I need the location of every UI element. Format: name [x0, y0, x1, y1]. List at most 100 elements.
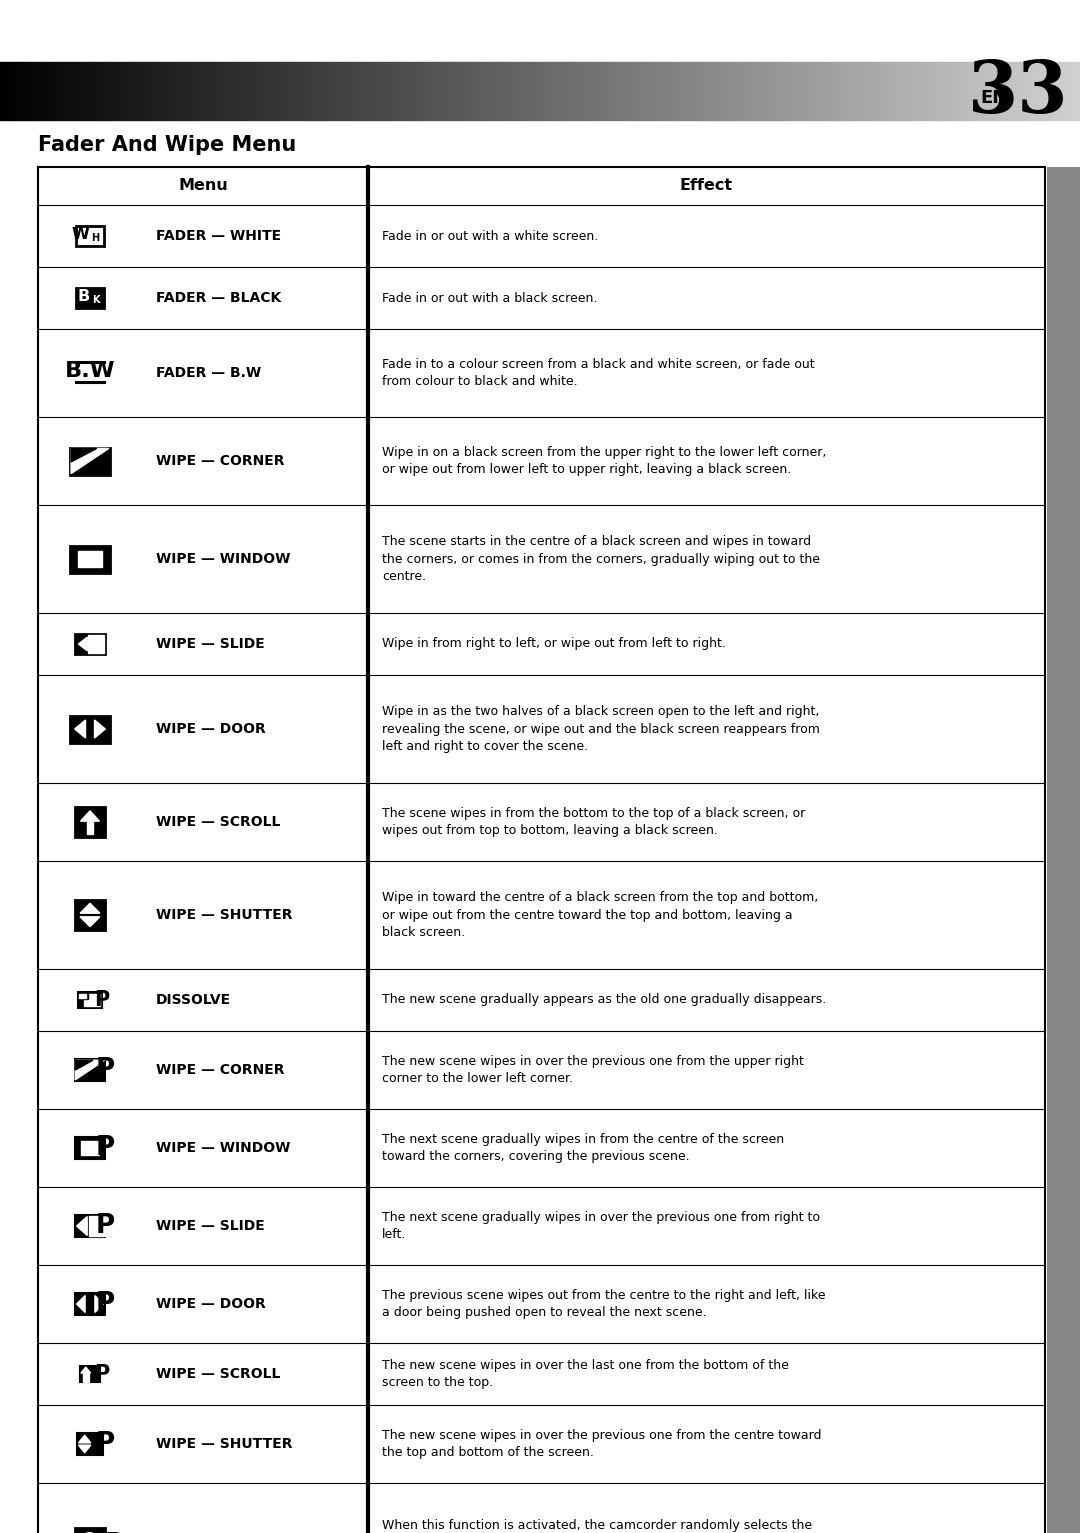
Bar — [529, 61, 531, 120]
Bar — [289, 61, 292, 120]
Bar — [754, 61, 756, 120]
Bar — [1047, 167, 1080, 1533]
Bar — [423, 61, 427, 120]
Bar — [84, 61, 86, 120]
Bar — [855, 61, 859, 120]
Bar — [121, 61, 124, 120]
Bar — [1058, 61, 1061, 120]
Bar — [986, 61, 988, 120]
Bar — [570, 61, 572, 120]
Bar — [313, 61, 315, 120]
Bar — [1010, 61, 1013, 120]
Bar — [929, 61, 931, 120]
Bar — [702, 61, 705, 120]
Bar — [164, 61, 167, 120]
Bar — [788, 61, 791, 120]
Text: Fade in or out with a white screen.: Fade in or out with a white screen. — [382, 230, 598, 242]
Polygon shape — [79, 638, 87, 652]
Bar — [899, 61, 902, 120]
Text: 33: 33 — [968, 57, 1068, 127]
Bar — [106, 61, 108, 120]
Bar — [937, 61, 940, 120]
Bar — [522, 61, 524, 120]
Bar — [76, 808, 105, 837]
Bar — [402, 61, 405, 120]
Text: WIPE — DOOR: WIPE — DOOR — [156, 722, 266, 736]
Bar — [1021, 61, 1024, 120]
Bar — [1037, 61, 1039, 120]
Text: B: B — [77, 290, 90, 305]
Bar — [621, 61, 624, 120]
Bar — [87, 635, 105, 653]
Bar — [518, 61, 522, 120]
Text: The new scene wipes in over the last one from the bottom of the
screen to the to: The new scene wipes in over the last one… — [382, 1358, 788, 1389]
Bar — [146, 61, 149, 120]
Bar — [540, 61, 543, 120]
Bar — [270, 61, 272, 120]
Bar — [877, 61, 880, 120]
Bar — [200, 61, 203, 120]
Bar — [348, 61, 351, 120]
Bar — [387, 61, 389, 120]
Bar — [119, 61, 121, 120]
Bar — [73, 61, 76, 120]
Bar — [664, 61, 667, 120]
Bar — [1045, 61, 1048, 120]
Bar — [432, 61, 434, 120]
Bar — [819, 61, 821, 120]
Bar — [886, 61, 888, 120]
Bar — [57, 61, 59, 120]
Bar — [243, 61, 246, 120]
Bar — [65, 61, 67, 120]
Bar — [859, 61, 862, 120]
Text: FADER — BLACK: FADER — BLACK — [156, 291, 281, 305]
Text: Menu: Menu — [178, 178, 228, 193]
Bar — [659, 61, 661, 120]
Bar — [151, 61, 154, 120]
Bar — [531, 61, 535, 120]
Bar — [769, 61, 772, 120]
Bar — [43, 61, 45, 120]
Text: WIPE — SHUTTER: WIPE — SHUTTER — [156, 908, 293, 921]
Text: The new scene wipes in over the previous one from the upper right
corner to the : The new scene wipes in over the previous… — [382, 1055, 804, 1085]
Text: Wipe in as the two halves of a black screen open to the left and right,
revealin: Wipe in as the two halves of a black scr… — [382, 705, 820, 753]
Bar — [130, 61, 133, 120]
Polygon shape — [81, 1367, 91, 1374]
Bar — [603, 61, 605, 120]
Bar — [97, 61, 100, 120]
Bar — [1015, 61, 1017, 120]
Bar — [38, 61, 41, 120]
Bar — [203, 61, 205, 120]
Bar — [45, 61, 49, 120]
Bar — [862, 61, 864, 120]
Bar — [1061, 61, 1064, 120]
Bar — [711, 61, 713, 120]
Bar — [187, 61, 189, 120]
Bar — [581, 61, 583, 120]
Bar — [78, 550, 103, 567]
Bar — [246, 61, 248, 120]
Bar — [207, 61, 211, 120]
Bar — [414, 61, 416, 120]
Bar — [994, 61, 996, 120]
Bar — [1075, 61, 1077, 120]
Bar — [551, 61, 554, 120]
Bar — [799, 61, 801, 120]
Bar — [451, 61, 454, 120]
Bar — [78, 992, 87, 1000]
Bar — [477, 61, 481, 120]
Bar — [697, 61, 700, 120]
Text: P: P — [95, 1291, 114, 1317]
Bar — [963, 61, 967, 120]
Bar — [909, 61, 913, 120]
Bar — [592, 61, 594, 120]
Bar — [329, 61, 333, 120]
Bar — [286, 61, 289, 120]
Bar — [562, 61, 564, 120]
Bar — [268, 61, 270, 120]
Bar — [502, 61, 504, 120]
Bar — [829, 61, 832, 120]
Bar — [315, 61, 319, 120]
Bar — [564, 61, 567, 120]
Bar — [408, 61, 410, 120]
